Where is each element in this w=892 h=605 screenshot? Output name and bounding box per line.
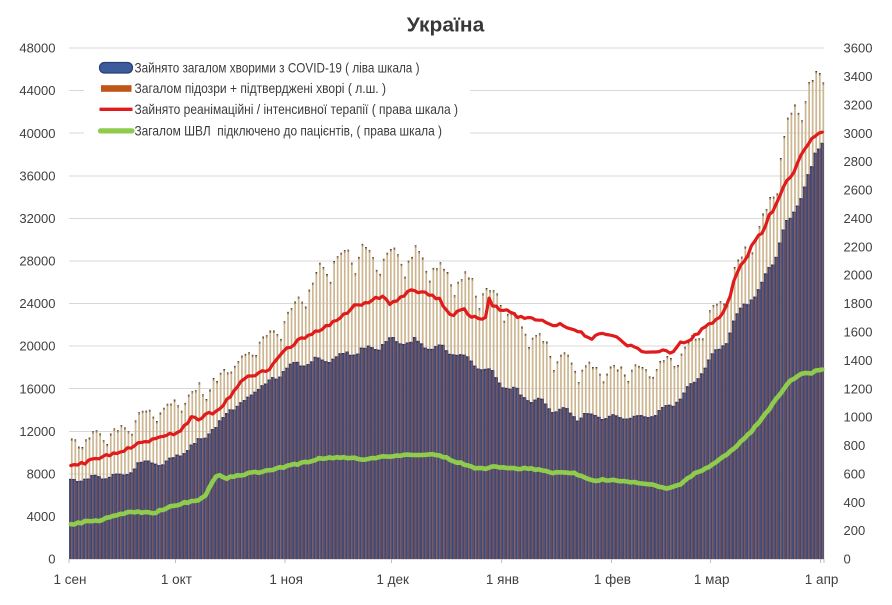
svg-text:48000: 48000 xyxy=(19,41,55,56)
svg-text:800: 800 xyxy=(844,438,866,453)
svg-text:1 янв: 1 янв xyxy=(486,572,519,587)
svg-text:1 дек: 1 дек xyxy=(376,572,409,587)
svg-text:32000: 32000 xyxy=(19,211,55,226)
svg-text:1600: 1600 xyxy=(844,325,873,340)
svg-text:2400: 2400 xyxy=(844,211,873,226)
svg-text:Зайнято загалом хворими з COVI: Зайнято загалом хворими з COVID-19 ( лів… xyxy=(135,59,420,75)
svg-text:40000: 40000 xyxy=(19,126,55,141)
svg-text:0: 0 xyxy=(844,552,851,567)
svg-text:20000: 20000 xyxy=(19,339,55,354)
svg-text:Зайнято реанімаційні / інтенси: Зайнято реанімаційні / інтенсивної терап… xyxy=(135,101,459,117)
svg-text:0: 0 xyxy=(48,552,55,567)
svg-text:200: 200 xyxy=(844,523,866,538)
svg-text:24000: 24000 xyxy=(19,296,55,311)
svg-text:600: 600 xyxy=(844,466,866,481)
svg-text:3200: 3200 xyxy=(844,97,873,112)
svg-text:2600: 2600 xyxy=(844,183,873,198)
svg-text:1 ноя: 1 ноя xyxy=(269,572,303,587)
svg-text:3000: 3000 xyxy=(844,126,873,141)
svg-text:Загалом підозри + підтверджені: Загалом підозри + підтверджені хворі ( л… xyxy=(135,80,387,96)
svg-text:Загалом ШВЛ підключено до пац: Загалом ШВЛ підключено до пацієнтів, ( п… xyxy=(135,123,443,139)
svg-text:12000: 12000 xyxy=(19,424,55,439)
svg-text:2800: 2800 xyxy=(844,154,873,169)
svg-text:4000: 4000 xyxy=(27,509,56,524)
svg-text:36000: 36000 xyxy=(19,168,55,183)
svg-text:1 окт: 1 окт xyxy=(161,572,192,587)
svg-text:2200: 2200 xyxy=(844,239,873,254)
svg-text:1000: 1000 xyxy=(844,410,873,425)
svg-text:1800: 1800 xyxy=(844,296,873,311)
svg-text:Україна: Україна xyxy=(407,15,485,37)
svg-text:2000: 2000 xyxy=(844,268,873,283)
svg-text:1400: 1400 xyxy=(844,353,873,368)
svg-text:3400: 3400 xyxy=(844,69,873,84)
svg-text:1 мар: 1 мар xyxy=(694,572,730,587)
svg-text:1 фев: 1 фев xyxy=(594,572,631,587)
svg-text:400: 400 xyxy=(844,495,866,510)
svg-text:3600: 3600 xyxy=(844,41,873,56)
svg-text:8000: 8000 xyxy=(27,466,56,481)
svg-text:1 сен: 1 сен xyxy=(54,572,87,587)
svg-text:1 апр: 1 апр xyxy=(805,572,839,587)
svg-text:44000: 44000 xyxy=(19,83,55,98)
svg-text:1200: 1200 xyxy=(844,381,873,396)
svg-text:28000: 28000 xyxy=(19,254,55,269)
svg-text:16000: 16000 xyxy=(19,381,55,396)
